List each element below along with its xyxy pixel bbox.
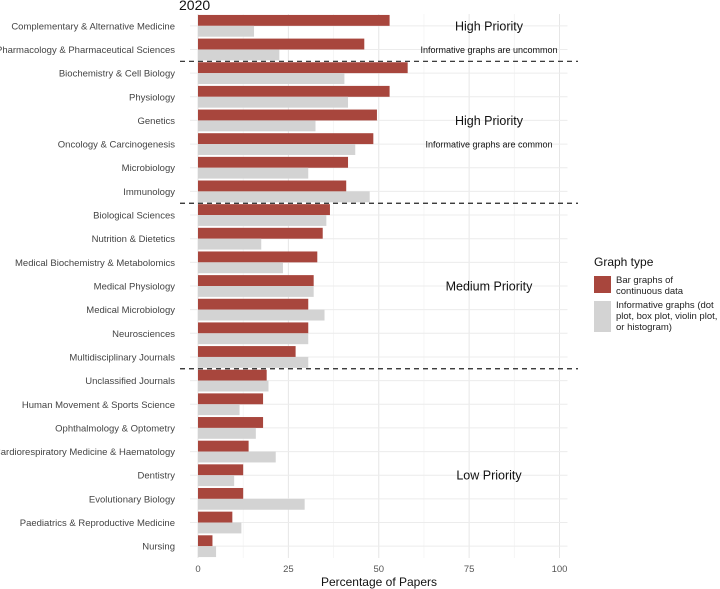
category-label: Medical Physiology [94, 282, 176, 293]
x-axis-label: Percentage of Papers [321, 575, 437, 589]
bar-continuous [198, 85, 390, 97]
category-label: Neurosciences [112, 329, 175, 340]
bar-informative [198, 522, 242, 534]
bar-informative [198, 262, 283, 274]
bar-informative [198, 309, 325, 321]
bar-continuous [198, 227, 323, 239]
chart-title: 2020 [179, 0, 210, 13]
bar-informative [198, 546, 217, 558]
bar-continuous [198, 393, 264, 405]
bar-continuous [198, 535, 213, 547]
bar-continuous [198, 109, 377, 121]
category-label: Biochemistry & Cell Biology [59, 69, 175, 80]
legend-title: Graph type [594, 255, 654, 269]
category-label: Complementary & Alternative Medicine [11, 21, 175, 32]
x-tick-label: 50 [373, 564, 384, 575]
bars [198, 14, 408, 558]
x-tick-labels: 0 25 50 75 100 [195, 564, 567, 575]
legend: Graph type Bar graphs of continuous data… [594, 255, 718, 336]
priority-heading: High Priority [455, 114, 524, 128]
bar-continuous [198, 464, 244, 476]
bar-continuous [198, 322, 309, 334]
category-label: Physiology [129, 92, 175, 103]
bar-informative [198, 191, 370, 203]
category-label: Genetics [138, 116, 176, 127]
category-label: Dentistry [138, 471, 176, 482]
category-label: Multidisciplinary Journals [69, 352, 175, 363]
bar-continuous [198, 298, 309, 310]
category-label: Unclassified Journals [85, 376, 175, 387]
bar-informative [198, 475, 235, 487]
priority-note: Informative graphs are common [425, 140, 552, 150]
category-label: Oncology & Carcinogenesis [58, 140, 175, 151]
bar-continuous [198, 62, 408, 74]
bar-continuous [198, 204, 330, 216]
category-label: Evolutionary Biology [89, 494, 175, 505]
bar-continuous [198, 440, 249, 452]
bar-continuous [198, 38, 365, 50]
bar-informative [198, 120, 316, 132]
bar-informative [198, 380, 269, 392]
bar-continuous [198, 275, 314, 286]
bar-informative [198, 96, 349, 108]
priority-heading: Low Priority [456, 469, 522, 483]
category-labels: Complementary & Alternative Medicine Phar… [0, 21, 175, 552]
x-tick-label: 100 [552, 564, 568, 575]
legend-label-informative-graphs: Informative graphs (dot plot, box plot, … [616, 300, 718, 333]
category-label: Human Movement & Sports Science [22, 400, 175, 411]
category-label: Paediatrics & Reproductive Medicine [20, 518, 175, 529]
bar-continuous [198, 487, 244, 499]
category-label: Biological Sciences [93, 211, 175, 222]
bar-informative [198, 498, 305, 510]
bar-continuous [198, 417, 264, 428]
bar-informative [198, 215, 327, 226]
bar-informative [198, 333, 309, 345]
legend-item-informative-graphs: Informative graphs (dot plot, box plot, … [594, 300, 718, 333]
bar-continuous [198, 369, 267, 381]
bar-informative [198, 238, 262, 250]
legend-item-bar-graphs: Bar graphs of continuous data [594, 275, 718, 297]
x-tick-label: 0 [195, 564, 200, 575]
bar-informative [198, 427, 256, 439]
bar-informative [198, 144, 356, 155]
priority-heading: Medium Priority [446, 280, 534, 294]
legend-swatch-bar-graphs [594, 276, 611, 293]
bar-continuous [198, 156, 349, 168]
bar-informative [198, 286, 314, 297]
bar-informative [198, 73, 345, 85]
bar-informative [198, 167, 309, 179]
category-label: Pharmacology & Pharmaceutical Sciences [0, 45, 175, 56]
x-tick-label: 25 [283, 564, 294, 575]
category-label: Cardiorespiratory Medicine & Haematology [0, 447, 175, 458]
category-label: Ophthalmology & Optometry [55, 423, 175, 434]
bar-continuous [198, 346, 296, 357]
bar-informative [198, 404, 240, 416]
bar-continuous [198, 511, 233, 523]
category-label: Medical Microbiology [86, 305, 175, 316]
bar-informative [198, 49, 280, 61]
bar-continuous [198, 133, 374, 145]
bar-continuous [198, 251, 318, 263]
bar-informative [198, 451, 276, 463]
bar-informative [198, 356, 309, 368]
bar-continuous [198, 14, 390, 26]
legend-swatch-informative-graphs [594, 301, 611, 332]
category-label: Microbiology [122, 163, 176, 174]
category-label: Nursing [142, 542, 175, 553]
category-label: Nutrition & Dietetics [92, 234, 176, 245]
bar-informative [198, 25, 255, 37]
bar-continuous [198, 180, 347, 192]
category-label: Immunology [123, 187, 175, 198]
priority-note: Informative graphs are uncommon [420, 45, 557, 55]
legend-label-bar-graphs: Bar graphs of continuous data [616, 275, 684, 297]
priority-heading: High Priority [455, 19, 524, 33]
x-tick-label: 75 [464, 564, 475, 575]
dividers [180, 60, 578, 370]
annotations: High Priority Informative graphs are unco… [420, 19, 557, 482]
category-label: Medical Biochemistry & Metabolomics [15, 258, 175, 269]
